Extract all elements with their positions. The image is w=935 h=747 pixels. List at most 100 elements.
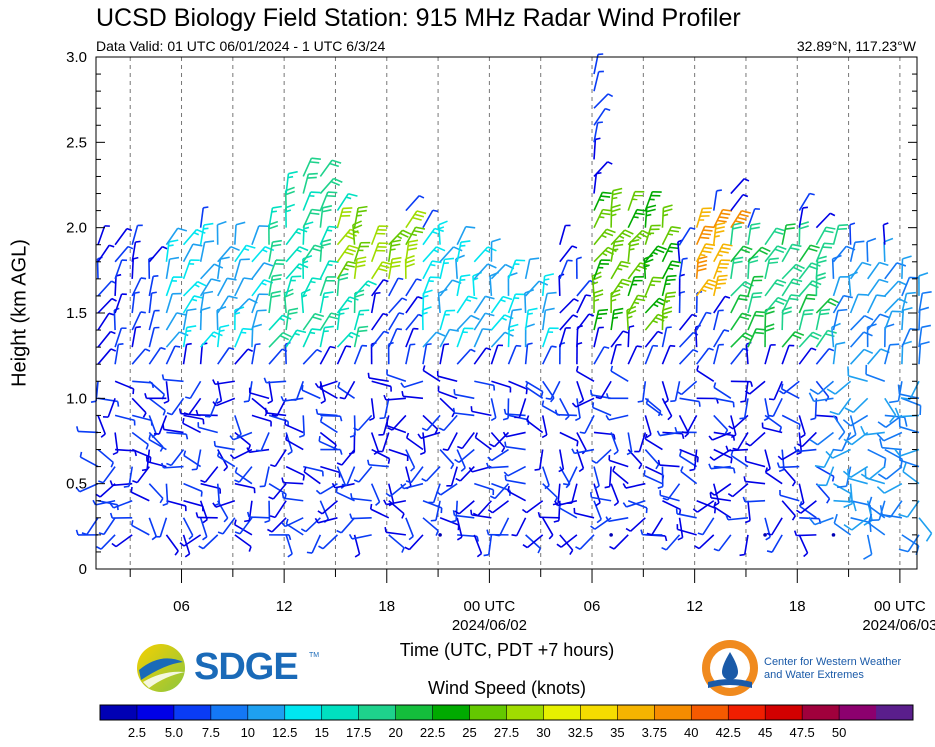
- wind-barb: [130, 520, 150, 536]
- wind-barb: [559, 259, 573, 280]
- wind-barb: [183, 414, 205, 425]
- wind-barb: [161, 374, 184, 383]
- wind-barb: [303, 466, 321, 485]
- wind-barb: [281, 477, 304, 485]
- wind-barb: [162, 424, 184, 434]
- wind-barb: [815, 242, 834, 263]
- wind-barb: [593, 228, 616, 246]
- wind-barb: [385, 483, 407, 497]
- wind-barb: [695, 207, 712, 228]
- wind-barb: [98, 466, 116, 484]
- wind-barb: [798, 244, 820, 263]
- wind-barb: [678, 450, 698, 468]
- wind-barb: [302, 172, 318, 194]
- wind-barb: [319, 325, 334, 348]
- wind-barb: [371, 279, 389, 297]
- wind-barb: [712, 189, 722, 211]
- wind-barb: [678, 257, 688, 279]
- wind-barb: [148, 380, 166, 400]
- wind-barb: [844, 397, 869, 414]
- wind-barb: [267, 381, 274, 405]
- wind-barb: [676, 380, 698, 396]
- wind-barb: [850, 314, 874, 331]
- wind-barb: [808, 392, 834, 403]
- y-tick-label: 0: [79, 561, 87, 578]
- wind-barb: [541, 415, 548, 439]
- wind-barb: [400, 380, 424, 388]
- wind-barb: [884, 262, 907, 280]
- wind-barb: [832, 223, 849, 245]
- wind-barb: [781, 331, 805, 348]
- wind-barb: [200, 466, 219, 484]
- wind-barb: [182, 418, 201, 434]
- wind-barb: [626, 432, 633, 456]
- wind-barb: [747, 208, 760, 228]
- wind-barb: [610, 330, 629, 348]
- wind-barb: [610, 260, 631, 280]
- wind-barb: [212, 499, 236, 508]
- wind-barb: [608, 455, 629, 468]
- wind-barb: [200, 263, 224, 280]
- wind-barb: [439, 448, 455, 470]
- wind-barb: [268, 239, 282, 262]
- wind-barb: [627, 208, 647, 229]
- wind-barb: [456, 348, 476, 365]
- wind-barb: [160, 462, 184, 469]
- wind-barb: [747, 310, 766, 331]
- wind-barb: [605, 393, 629, 400]
- wind-barb: [302, 254, 313, 279]
- wind-barb: [474, 380, 496, 391]
- wind-barb: [696, 365, 715, 382]
- colorbar-label: 35: [610, 725, 624, 740]
- wind-barb: [610, 432, 619, 455]
- wind-barb: [182, 259, 200, 280]
- wind-barb: [76, 426, 99, 434]
- wind-barb: [269, 534, 292, 541]
- wind-barb: [165, 239, 179, 262]
- wind-barb: [576, 381, 585, 404]
- wind-barb: [867, 261, 889, 280]
- wind-barb: [541, 291, 557, 314]
- colorbar-swatch: [469, 705, 507, 720]
- wind-barb: [661, 204, 673, 228]
- wind-barb: [847, 366, 868, 383]
- wind-barb: [713, 208, 733, 229]
- wind-barb: [450, 500, 458, 523]
- wind-barb: [692, 500, 715, 513]
- wind-barb: [884, 297, 908, 314]
- wind-barb: [454, 500, 475, 515]
- axis-layer: 0 0.5 1.0 1.5 2.0 2.5 3.0 06 12 18 00 UTC 2024/06/0…: [66, 49, 935, 634]
- y-tick-label: 1.0: [66, 390, 87, 407]
- x-tick-date-label: 2024/06/03: [862, 617, 935, 634]
- colorbar-label: 15: [314, 725, 328, 740]
- wind-barb: [199, 222, 214, 245]
- wind-barb: [268, 259, 286, 280]
- wind-barb: [732, 432, 749, 451]
- wind-barb: [285, 518, 304, 536]
- wind-barb: [251, 225, 269, 246]
- wind-barb: [442, 432, 458, 451]
- wind-barb: [657, 466, 664, 489]
- wind-barb: [918, 324, 932, 348]
- wind-barb: [764, 344, 776, 365]
- wind-barb: [452, 510, 475, 519]
- wind-barb: [302, 348, 322, 365]
- wind-barb: [525, 534, 542, 554]
- wind-barb: [200, 482, 222, 494]
- wind-barb: [793, 446, 817, 453]
- wind-barb: [900, 380, 920, 400]
- wind-barb: [627, 190, 645, 211]
- wind-barb: [285, 227, 308, 246]
- wind-barb: [155, 517, 168, 538]
- wind-barb: [114, 259, 128, 280]
- wind-barb: [341, 466, 356, 486]
- wind-barb: [524, 323, 535, 348]
- wind-barb: [712, 274, 728, 297]
- wind-barb: [832, 341, 846, 365]
- cw3e-name: Center for Western Weather and Water Ext…: [764, 656, 902, 681]
- wind-barb: [353, 466, 373, 483]
- wind-barb: [200, 331, 223, 348]
- wind-barb: [730, 294, 750, 314]
- wind-barb: [353, 205, 368, 228]
- wind-barb: [285, 275, 302, 297]
